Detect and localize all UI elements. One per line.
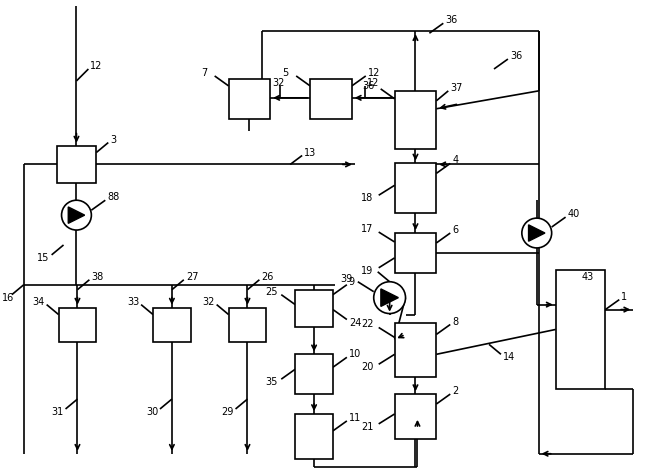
Bar xyxy=(556,270,605,389)
Text: 30: 30 xyxy=(146,407,159,417)
Bar xyxy=(395,233,436,273)
Bar xyxy=(395,163,436,213)
Text: 36: 36 xyxy=(363,81,375,91)
Text: 3: 3 xyxy=(111,134,116,144)
Text: 31: 31 xyxy=(51,407,64,417)
Text: 33: 33 xyxy=(127,296,139,307)
Text: 12: 12 xyxy=(368,68,380,78)
Text: 29: 29 xyxy=(222,407,234,417)
Bar xyxy=(310,79,352,119)
Text: 36: 36 xyxy=(510,51,522,61)
Text: 5: 5 xyxy=(282,68,289,78)
Circle shape xyxy=(62,200,92,230)
Text: 9: 9 xyxy=(349,277,355,287)
Text: 12: 12 xyxy=(90,61,103,71)
Text: 24: 24 xyxy=(349,317,361,327)
Text: 25: 25 xyxy=(265,287,278,297)
Bar xyxy=(57,145,96,183)
Bar xyxy=(58,308,96,342)
Text: 88: 88 xyxy=(107,192,120,202)
Circle shape xyxy=(374,282,406,314)
Text: 32: 32 xyxy=(272,78,285,88)
Text: 37: 37 xyxy=(450,83,463,93)
Bar xyxy=(395,91,436,149)
Text: 8: 8 xyxy=(452,316,458,326)
Bar xyxy=(153,308,191,342)
Bar xyxy=(229,79,270,119)
Bar xyxy=(295,414,333,459)
Text: 18: 18 xyxy=(361,193,373,203)
Text: 11: 11 xyxy=(349,413,361,423)
Text: 22: 22 xyxy=(361,320,373,330)
Text: 10: 10 xyxy=(349,349,361,359)
Text: 39: 39 xyxy=(340,274,352,284)
Text: 35: 35 xyxy=(265,377,278,387)
Text: 7: 7 xyxy=(201,68,207,78)
Text: 32: 32 xyxy=(203,296,215,307)
Polygon shape xyxy=(528,225,545,241)
Text: 6: 6 xyxy=(452,225,458,235)
Bar xyxy=(295,354,333,394)
Circle shape xyxy=(522,218,552,248)
Text: 36: 36 xyxy=(445,15,458,25)
Text: 12: 12 xyxy=(367,78,379,88)
Polygon shape xyxy=(381,289,398,306)
Bar xyxy=(229,308,266,342)
Text: 26: 26 xyxy=(261,272,274,282)
Text: 2: 2 xyxy=(452,386,458,396)
Text: 40: 40 xyxy=(567,209,580,219)
Text: 1: 1 xyxy=(621,292,627,302)
Text: 19: 19 xyxy=(361,266,373,276)
Text: 16: 16 xyxy=(2,293,14,303)
Text: 21: 21 xyxy=(361,422,373,432)
Text: 27: 27 xyxy=(186,272,198,282)
Text: 13: 13 xyxy=(304,148,317,158)
Text: 20: 20 xyxy=(361,362,373,372)
Text: 15: 15 xyxy=(36,253,49,263)
Polygon shape xyxy=(68,207,84,223)
Text: 34: 34 xyxy=(32,296,45,307)
Bar xyxy=(395,394,436,439)
Text: 14: 14 xyxy=(503,352,515,362)
Bar xyxy=(295,290,333,327)
Text: 38: 38 xyxy=(92,272,103,282)
Text: 4: 4 xyxy=(452,155,458,165)
Text: 17: 17 xyxy=(361,224,373,234)
Text: 43: 43 xyxy=(582,272,593,282)
Bar xyxy=(395,323,436,377)
